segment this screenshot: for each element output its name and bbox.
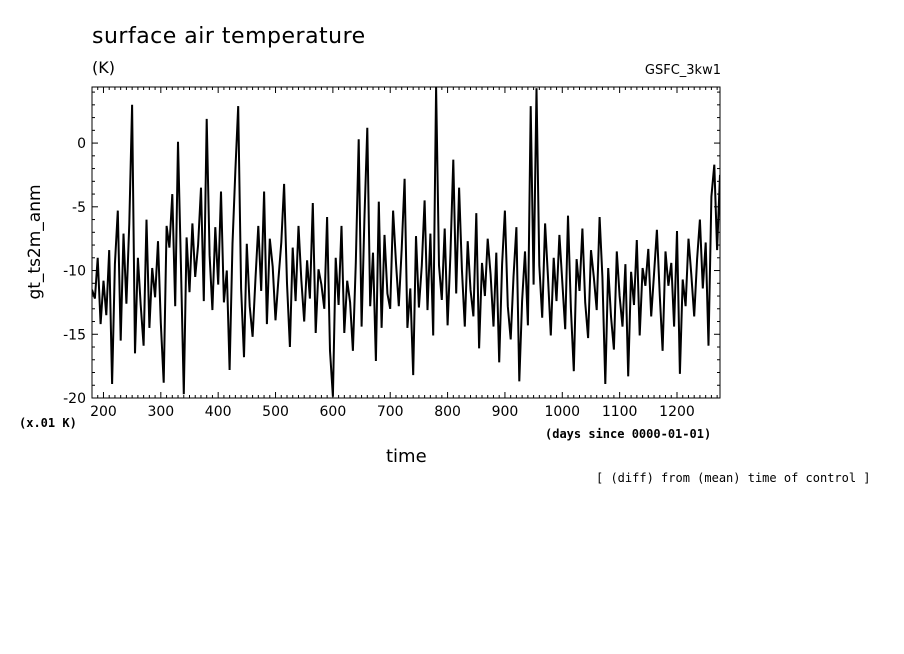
x-axis-unit: (days since 0000-01-01) xyxy=(545,427,712,441)
y-tick-label: -20 xyxy=(63,391,86,407)
x-tick-label: 1100 xyxy=(602,404,638,420)
y-tick-label: -5 xyxy=(72,200,86,216)
plot-frame xyxy=(91,86,721,399)
model-label: GSFC_3kw1 xyxy=(644,63,721,78)
unit-label: (K) xyxy=(92,58,115,77)
x-axis-label: time xyxy=(386,446,427,467)
x-tick-label: 1000 xyxy=(544,404,580,420)
axis-ticks xyxy=(91,87,720,399)
y-tick-label: 0 xyxy=(77,136,86,152)
comparison-note: [ (diff) from (mean) time of control ] xyxy=(596,471,871,485)
y-axis-label: gt_ts2m_anm xyxy=(25,184,45,299)
chart-title: surface air temperature xyxy=(92,24,366,49)
series-line-0 xyxy=(92,87,720,397)
x-tick-label: 500 xyxy=(262,404,289,420)
x-tick-label: 200 xyxy=(90,404,117,420)
y-tick-label: -10 xyxy=(63,264,86,280)
x-tick-label: 800 xyxy=(434,404,461,420)
x-tick-label: 700 xyxy=(377,404,404,420)
x-tick-label: 900 xyxy=(492,404,519,420)
series-group xyxy=(92,87,720,397)
x-tick-label: 400 xyxy=(205,404,232,420)
x-tick-label: 1200 xyxy=(659,404,695,420)
x-tick-label: 600 xyxy=(320,404,347,420)
x-tick-label: 300 xyxy=(147,404,174,420)
tick-labels: 200 300 400 500 600 700 800 900 1000 1100 1200 -20 -… xyxy=(63,136,695,420)
y-tick-label: -15 xyxy=(63,327,86,343)
scale-note: (x.01 K) xyxy=(19,416,77,430)
